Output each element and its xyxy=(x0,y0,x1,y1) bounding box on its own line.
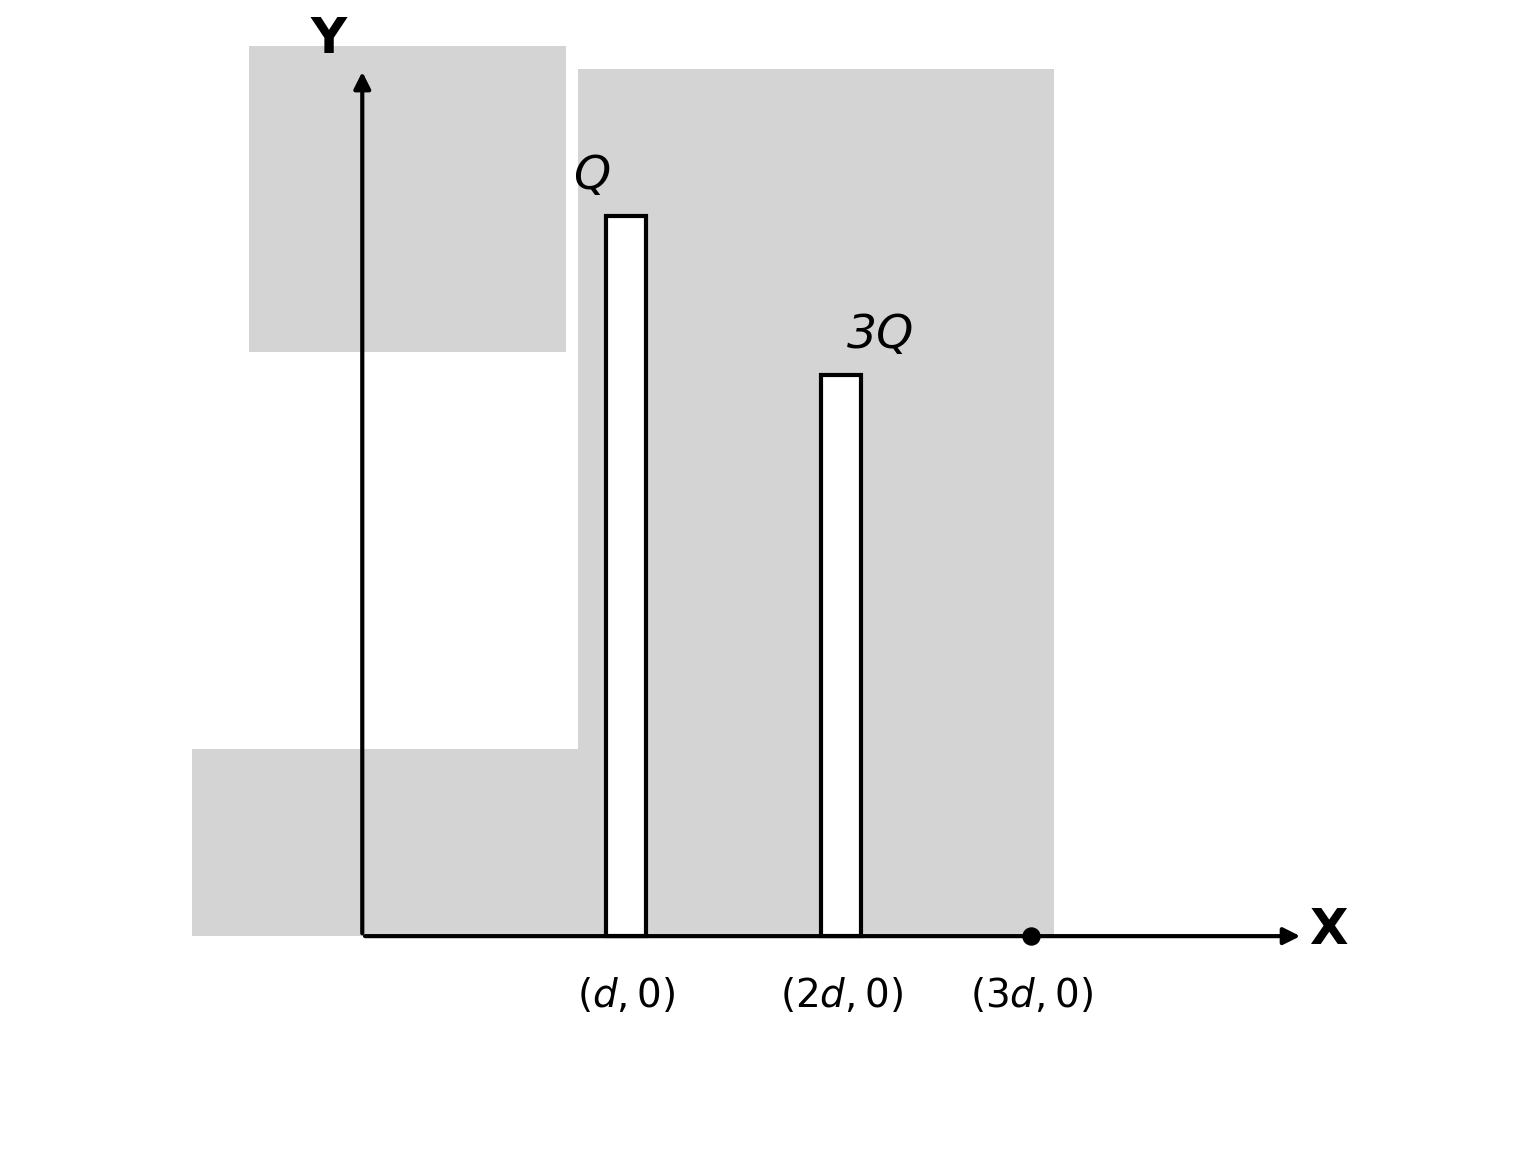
Text: $(d, 0)$: $(d, 0)$ xyxy=(577,976,676,1014)
Text: X: X xyxy=(1309,906,1348,954)
Bar xyxy=(606,216,645,936)
Text: Q: Q xyxy=(574,154,610,199)
Point xyxy=(1019,927,1043,945)
Text: $(2d, 0)$: $(2d, 0)$ xyxy=(780,976,903,1014)
Text: 3Q: 3Q xyxy=(847,313,914,358)
Text: $(3d, 0)$: $(3d, 0)$ xyxy=(970,976,1093,1014)
Text: Y: Y xyxy=(310,15,346,63)
Bar xyxy=(578,69,1053,936)
Bar xyxy=(249,46,566,352)
Bar xyxy=(821,375,861,936)
Bar xyxy=(193,749,1053,936)
